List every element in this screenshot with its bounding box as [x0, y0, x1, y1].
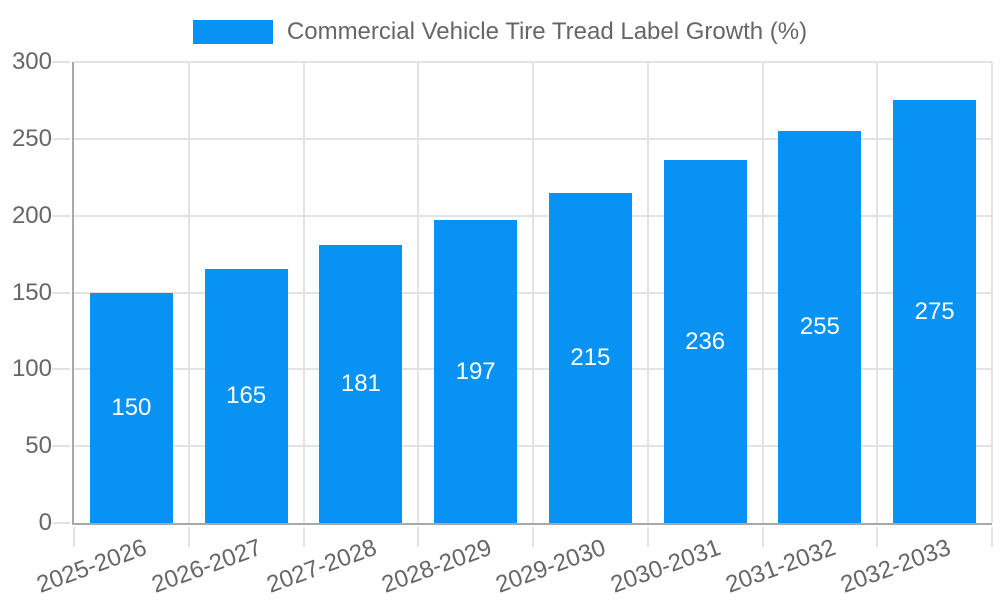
- x-tick-mark: [646, 527, 649, 547]
- y-axis-tick-label: 250: [11, 124, 52, 152]
- gridline-vertical: [417, 62, 420, 523]
- bar-value-label: 236: [685, 327, 726, 355]
- bar[interactable]: [778, 131, 862, 523]
- x-tick-mark: [187, 527, 190, 547]
- bar-value-label: 255: [799, 313, 840, 341]
- bar[interactable]: [663, 160, 747, 523]
- y-axis-tick-label: 300: [11, 48, 52, 75]
- bar-value-label: 150: [111, 393, 152, 421]
- y-tick-mark: [52, 137, 70, 140]
- gridline-vertical: [876, 62, 879, 523]
- y-tick-mark: [52, 61, 70, 63]
- gridline-vertical: [761, 62, 764, 523]
- gridline-vertical: [532, 62, 534, 523]
- y-tick-mark: [52, 445, 70, 448]
- bar[interactable]: [548, 192, 632, 523]
- bar[interactable]: [89, 292, 173, 523]
- bar[interactable]: [434, 220, 518, 523]
- x-tick-mark: [991, 527, 993, 547]
- gridline-vertical: [187, 62, 190, 523]
- y-axis-tick-label: 0: [38, 509, 52, 536]
- bar-value-label: 165: [226, 382, 267, 410]
- gridline-vertical: [991, 62, 993, 523]
- gridline-vertical: [302, 62, 305, 523]
- y-tick-mark: [52, 522, 70, 524]
- y-tick-mark: [52, 368, 70, 371]
- chart-legend[interactable]: Commercial Vehicle Tire Tread Label Grow…: [0, 18, 1000, 46]
- x-tick-mark: [532, 527, 534, 547]
- x-tick-mark: [417, 527, 420, 547]
- bar[interactable]: [204, 269, 288, 523]
- y-axis-tick-label: 100: [11, 355, 52, 383]
- legend-swatch-icon[interactable]: [192, 20, 273, 44]
- bar-value-label: 181: [340, 369, 381, 397]
- y-tick-mark: [52, 291, 70, 294]
- x-tick-mark: [73, 527, 75, 547]
- legend-label[interactable]: Commercial Vehicle Tire Tread Label Grow…: [286, 18, 808, 45]
- y-axis-tick-label: 50: [25, 432, 52, 460]
- bar-value-label: 197: [455, 357, 496, 385]
- gridline-vertical: [646, 62, 649, 523]
- bar[interactable]: [893, 100, 977, 523]
- bar[interactable]: [319, 244, 403, 523]
- x-tick-mark: [302, 527, 305, 547]
- plot-area: 150 165 181 197 215 236 255 275: [52, 61, 993, 547]
- x-tick-mark: [761, 527, 764, 547]
- y-tick-mark: [52, 214, 70, 217]
- bar-value-label: 215: [570, 343, 611, 371]
- x-tick-mark: [876, 527, 879, 547]
- bar-value-label: 275: [914, 297, 955, 325]
- y-axis-tick-label: 200: [11, 201, 52, 229]
- y-axis-tick-label: 150: [11, 278, 52, 306]
